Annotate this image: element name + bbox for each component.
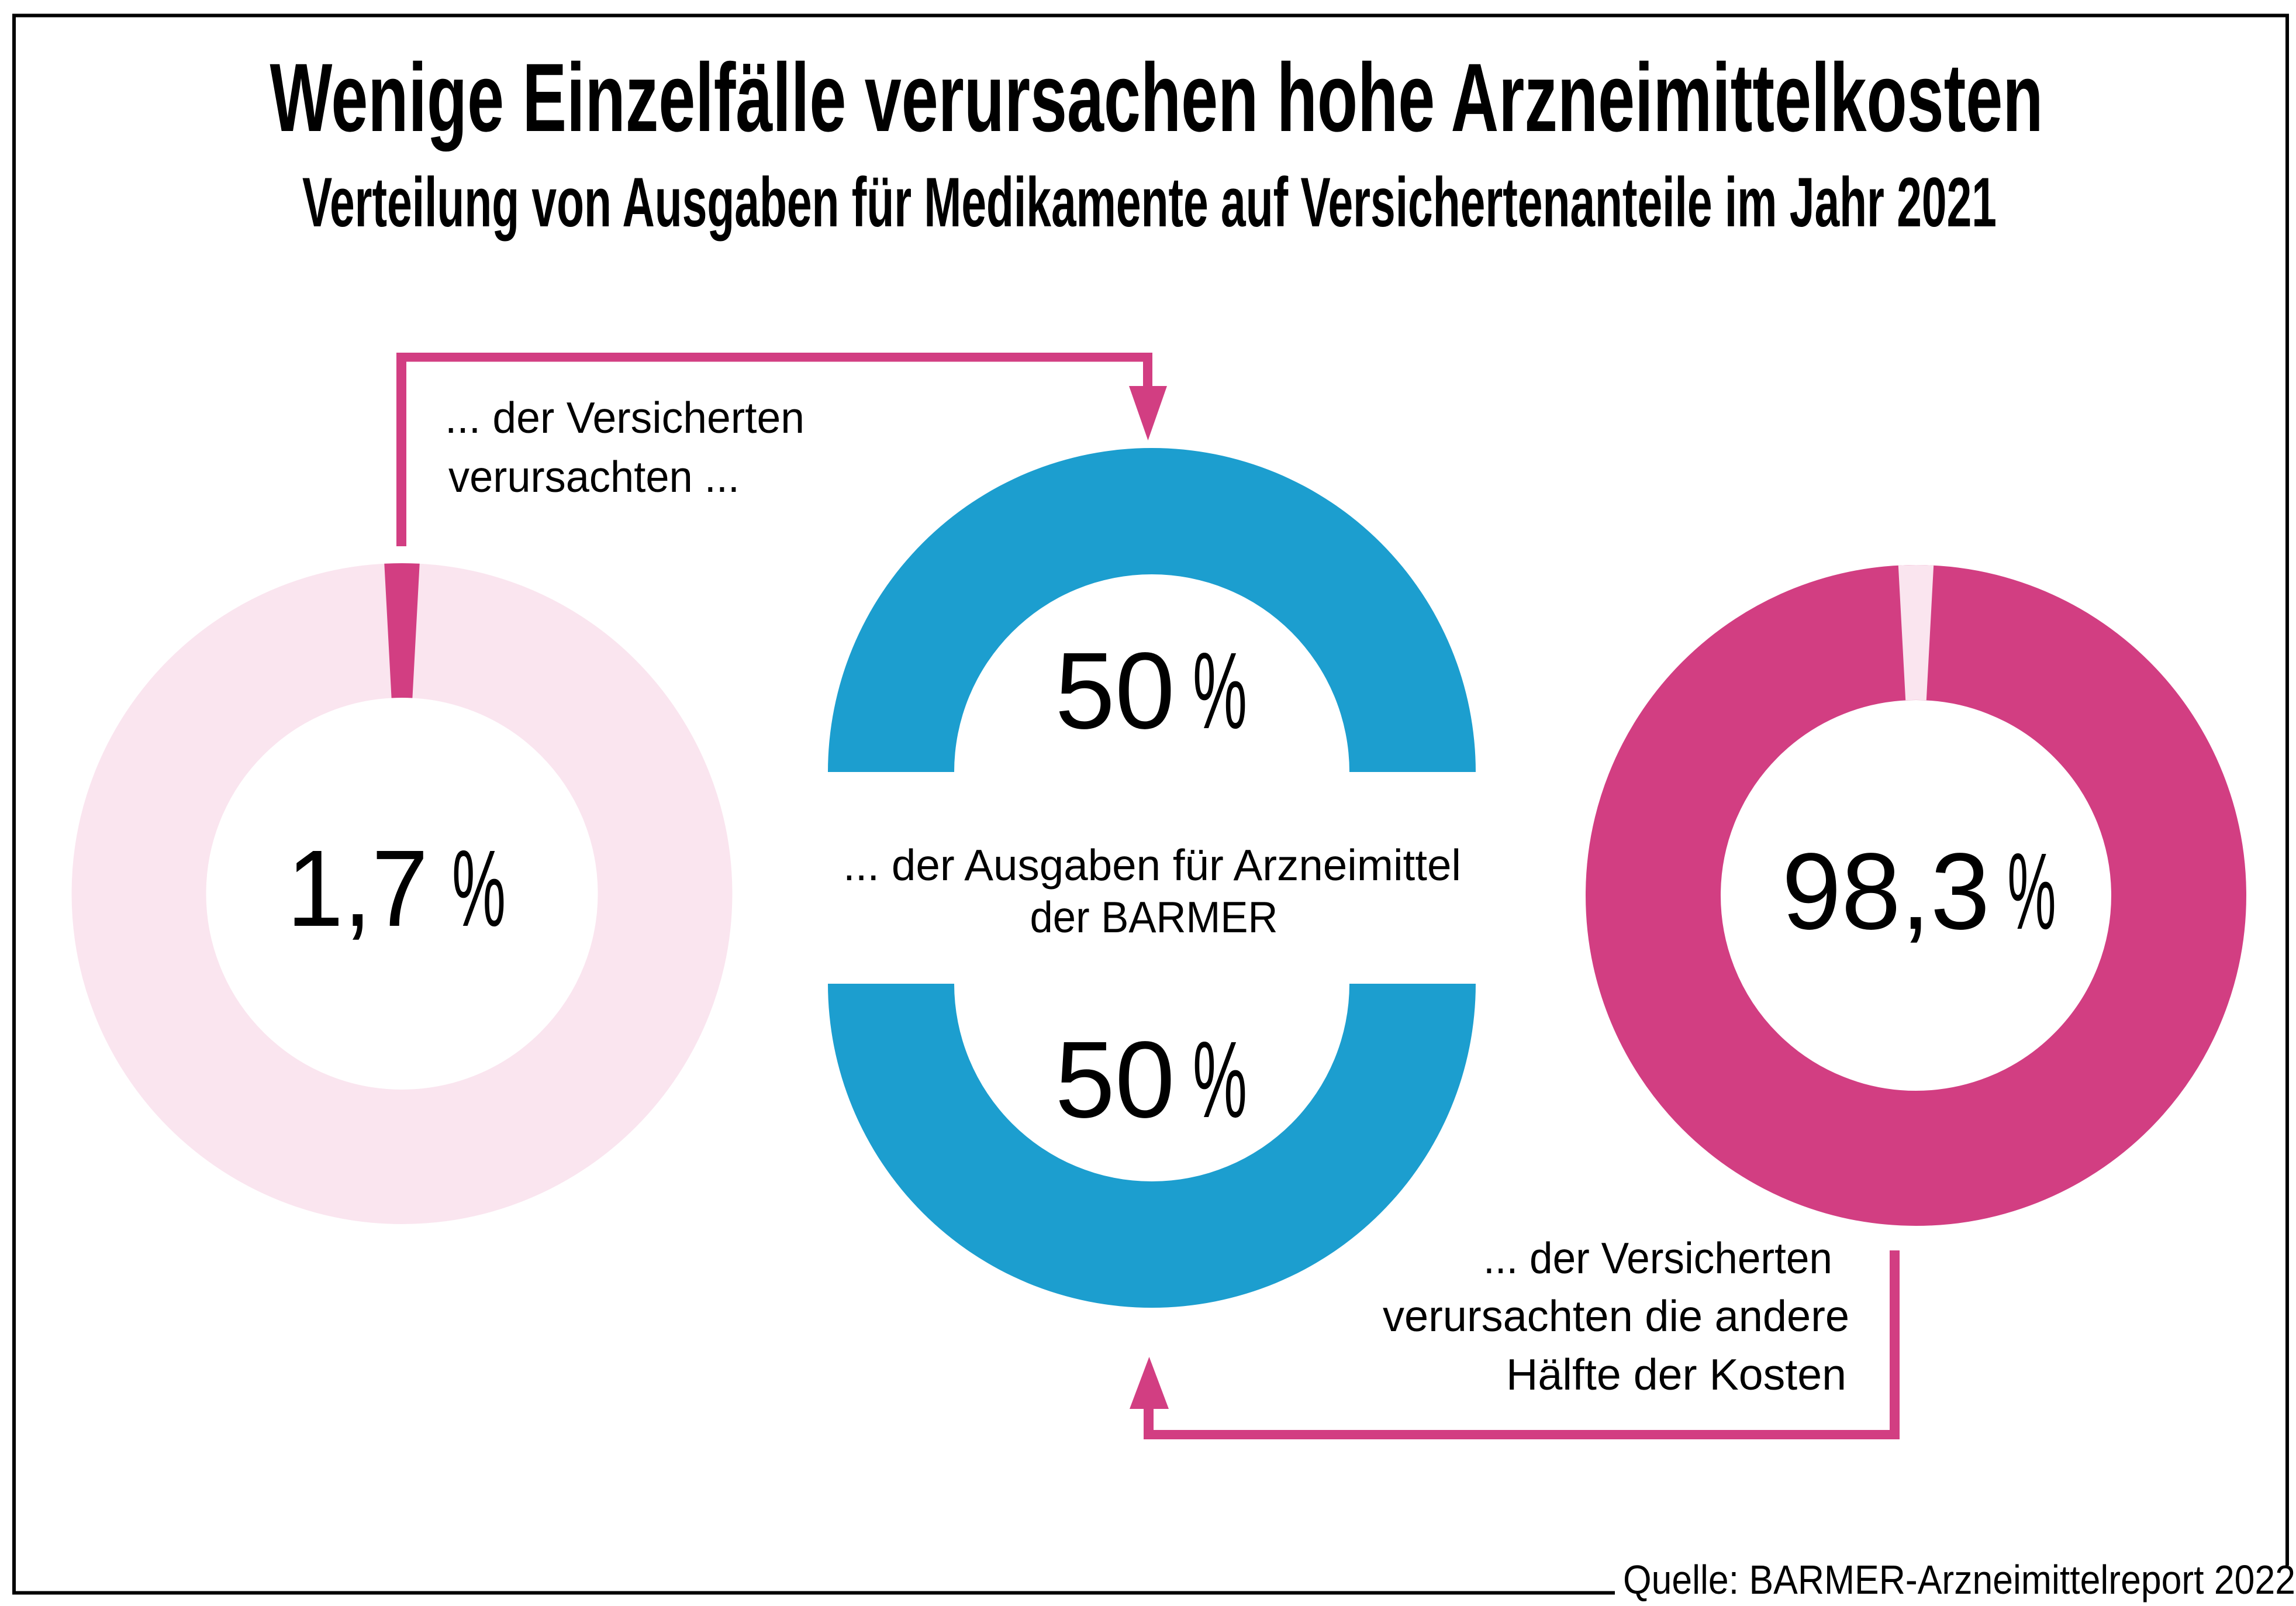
svg-text:verursachten die andere: verursachten die andere bbox=[1383, 1291, 1849, 1340]
svg-text:Verteilung von Ausgaben für Me: Verteilung von Ausgaben für Medikamente … bbox=[302, 163, 1997, 242]
svg-text:98,3: 98,3 bbox=[1782, 831, 1990, 952]
svg-text:... der Versicherten: ... der Versicherten bbox=[1483, 1233, 1832, 1283]
svg-text:der BARMER: der BARMER bbox=[1030, 892, 1278, 942]
svg-text:%: % bbox=[1193, 1019, 1247, 1140]
svg-text:... der Ausgaben für Arzneimit: ... der Ausgaben für Arzneimittel bbox=[843, 840, 1461, 890]
svg-text:Hälfte der Kosten: Hälfte der Kosten bbox=[1506, 1350, 1846, 1399]
svg-text:%: % bbox=[1193, 630, 1247, 752]
svg-text:... der Versicherten: ... der Versicherten bbox=[445, 393, 805, 442]
svg-text:%: % bbox=[2008, 831, 2056, 952]
svg-text:%: % bbox=[452, 828, 506, 949]
svg-text:50: 50 bbox=[1055, 630, 1175, 752]
svg-text:1,7: 1,7 bbox=[287, 828, 429, 949]
svg-text:Quelle: BARMER-Arzneimittelrep: Quelle: BARMER-Arzneimittelreport 2022 bbox=[1623, 1557, 2295, 1602]
svg-text:Wenige Einzelfälle verursachen: Wenige Einzelfälle verursachen hohe Arzn… bbox=[270, 44, 2043, 152]
svg-text:50: 50 bbox=[1055, 1019, 1175, 1140]
svg-text:verursachten ...: verursachten ... bbox=[448, 452, 740, 501]
